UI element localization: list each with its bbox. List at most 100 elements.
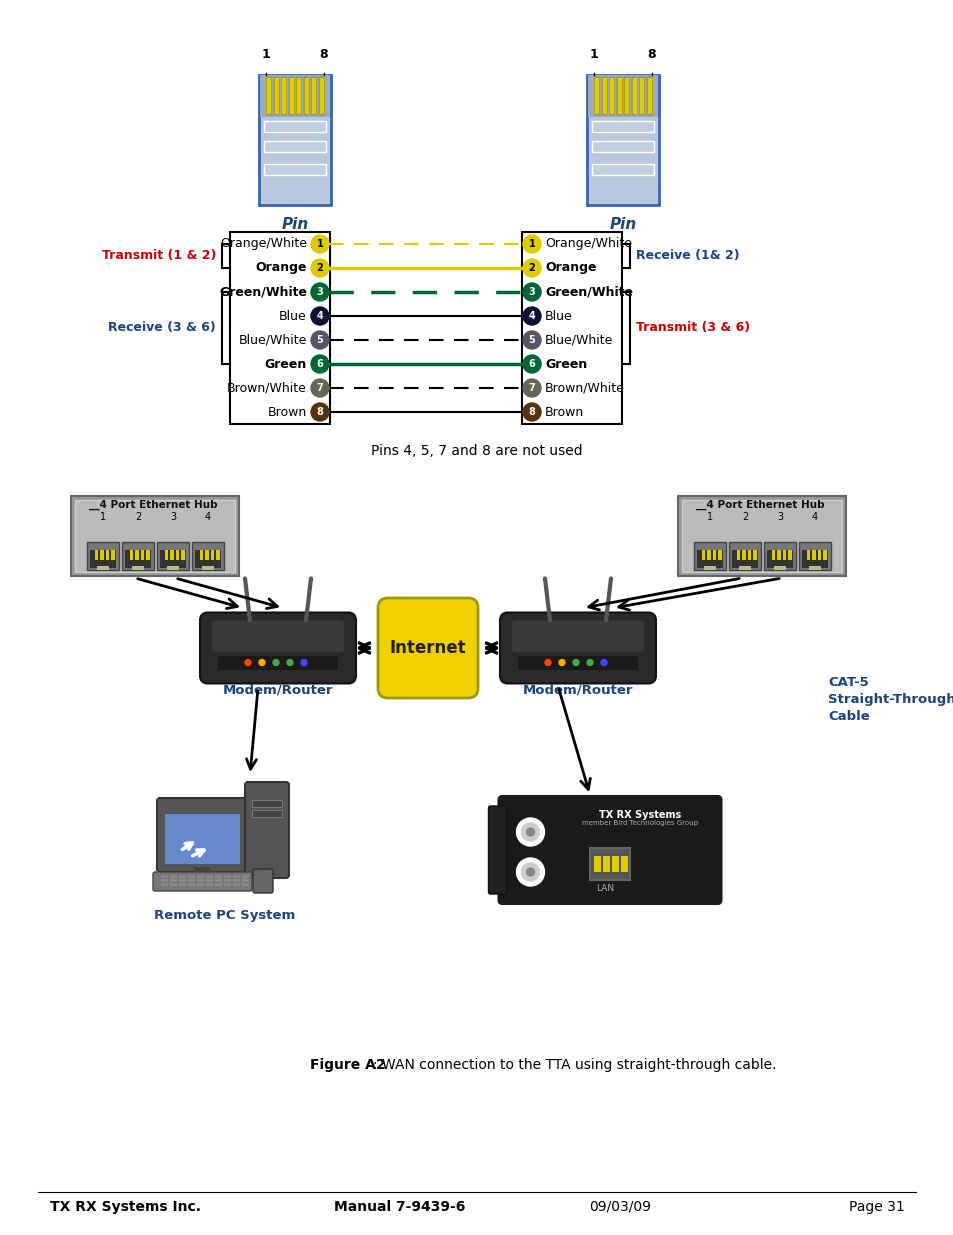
Bar [731, 550, 758, 568]
Bar [616, 77, 621, 116]
Circle shape [522, 308, 540, 325]
Bar [822, 550, 826, 559]
Circle shape [311, 379, 329, 396]
Bar [631, 77, 637, 116]
Bar [592, 164, 654, 175]
Bar [697, 550, 722, 568]
Bar [707, 550, 710, 559]
FancyBboxPatch shape [200, 613, 355, 683]
Circle shape [558, 659, 564, 666]
Text: Receive (1& 2): Receive (1& 2) [636, 249, 739, 263]
Bar [188, 883, 194, 885]
Bar [125, 550, 151, 568]
Bar [135, 550, 139, 559]
Bar [230, 232, 330, 424]
Text: 1: 1 [100, 513, 106, 522]
Circle shape [311, 308, 329, 325]
Text: Orange: Orange [544, 262, 596, 274]
Text: Green: Green [544, 357, 587, 370]
Text: 1: 1 [589, 48, 598, 61]
Bar [587, 75, 658, 117]
Bar [311, 77, 316, 116]
Bar [188, 879, 194, 882]
Bar [112, 550, 115, 559]
Text: Pins 4, 5, 7 and 8 are not used: Pins 4, 5, 7 and 8 are not used [371, 445, 582, 458]
Bar [592, 141, 654, 152]
FancyBboxPatch shape [212, 620, 344, 652]
Text: Transmit (3 & 6): Transmit (3 & 6) [636, 321, 749, 335]
Text: Blue/White: Blue/White [544, 333, 613, 347]
Circle shape [522, 331, 540, 350]
Text: 2: 2 [134, 513, 141, 522]
Text: __4 Port Ethernet Hub: __4 Port Ethernet Hub [89, 500, 217, 510]
Bar [600, 77, 607, 116]
Bar [170, 876, 177, 878]
Bar [623, 77, 629, 114]
Text: 2: 2 [528, 263, 535, 273]
Bar [812, 550, 815, 559]
Bar [233, 883, 240, 885]
Bar [517, 656, 638, 669]
Circle shape [516, 858, 544, 885]
Bar [777, 550, 781, 559]
FancyBboxPatch shape [488, 806, 506, 894]
Bar [712, 550, 716, 559]
Bar [281, 77, 286, 114]
Bar [224, 883, 231, 885]
Bar [100, 550, 104, 559]
Text: Brown: Brown [544, 405, 583, 419]
Text: 2: 2 [316, 263, 323, 273]
Text: 3: 3 [316, 287, 323, 296]
Bar [737, 550, 740, 559]
Bar [289, 77, 294, 114]
Text: 5: 5 [528, 335, 535, 345]
FancyBboxPatch shape [499, 613, 656, 683]
Bar [132, 566, 144, 571]
Bar [161, 879, 168, 882]
Bar [184, 876, 220, 879]
Text: 7: 7 [316, 383, 323, 393]
Text: Figure A2: Figure A2 [310, 1058, 385, 1072]
Bar [592, 121, 654, 132]
Bar [122, 542, 153, 571]
Circle shape [311, 235, 329, 253]
Bar [200, 550, 203, 559]
FancyBboxPatch shape [157, 798, 248, 872]
Circle shape [522, 259, 540, 277]
Bar [214, 879, 222, 882]
Bar [196, 879, 204, 882]
Circle shape [522, 235, 540, 253]
Bar [87, 542, 119, 571]
Circle shape [526, 868, 534, 876]
Bar [206, 883, 213, 885]
Bar [179, 883, 186, 885]
Bar [318, 77, 323, 114]
Bar [586, 75, 659, 205]
Bar [188, 876, 194, 878]
Bar [693, 542, 725, 571]
Circle shape [245, 659, 251, 666]
Text: Green: Green [265, 357, 307, 370]
Bar [773, 566, 785, 571]
Bar [521, 232, 621, 424]
Text: 7: 7 [528, 383, 535, 393]
Bar [130, 550, 133, 559]
Circle shape [311, 403, 329, 421]
Bar [95, 550, 98, 559]
Bar [594, 77, 598, 114]
Circle shape [522, 403, 540, 421]
Text: 8: 8 [316, 408, 323, 417]
Bar [211, 550, 214, 559]
Bar [681, 500, 841, 572]
Bar [616, 77, 621, 114]
Bar [161, 876, 168, 878]
Circle shape [311, 354, 329, 373]
Bar [620, 856, 627, 872]
Bar [224, 879, 231, 882]
Circle shape [258, 659, 265, 666]
Bar [608, 77, 614, 116]
Text: 2: 2 [741, 513, 747, 522]
Text: 4: 4 [205, 513, 211, 522]
Text: TX RX Systems Inc.: TX RX Systems Inc. [50, 1200, 201, 1214]
Bar [639, 77, 644, 116]
